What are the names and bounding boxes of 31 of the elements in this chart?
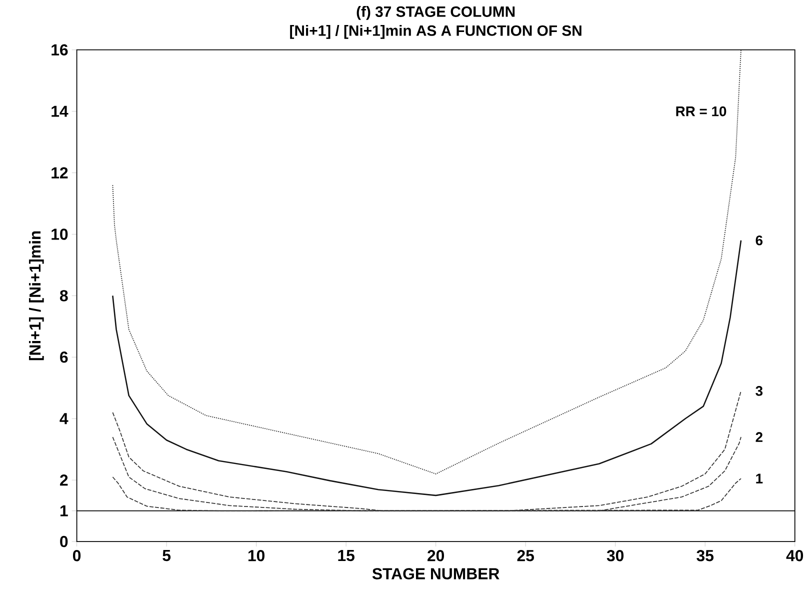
- line-series: [112, 390, 742, 512]
- series-label: 2: [756, 432, 762, 442]
- y-tick-label: 2: [60, 474, 68, 486]
- line-series: [112, 49, 742, 474]
- y-tick-label: 1: [60, 505, 68, 516]
- series-label: RR = 10: [676, 106, 726, 116]
- y-tick-label: 8: [60, 290, 68, 302]
- y-tick-label: 16: [52, 44, 68, 56]
- chart-subtitle: [Ni+1] / [Ni+1]min AS A FUNCTION OF SN: [290, 24, 582, 39]
- x-tick-label: 20: [428, 550, 444, 562]
- x-tick-label: 40: [786, 550, 804, 562]
- x-tick-label: 30: [606, 550, 624, 562]
- chart-title: (f) 37 STAGE COLUMN: [356, 6, 515, 20]
- line-series: [112, 240, 742, 496]
- y-tick-label: 6: [60, 351, 68, 363]
- y-tick-label: 12: [52, 167, 68, 178]
- x-tick-label: 0: [73, 550, 81, 562]
- x-tick-label: 5: [162, 550, 171, 561]
- y-tick-label: 14: [52, 106, 68, 117]
- x-tick-label: 35: [696, 550, 714, 562]
- series-label: 3: [756, 386, 763, 396]
- x-tick-label: 10: [248, 550, 264, 562]
- y-tick-label: 0: [60, 536, 68, 547]
- y-tick-label: 10: [52, 228, 68, 240]
- series-label: 1: [756, 474, 763, 484]
- x-tick-label: 15: [338, 550, 354, 561]
- y-tick-label: 4: [60, 412, 68, 424]
- series-label: 6: [756, 235, 763, 246]
- y-axis-title: [Ni+1] / [Ni+1]min: [28, 231, 44, 360]
- x-tick-label: 25: [517, 550, 534, 562]
- x-axis-title: STAGE NUMBER: [372, 568, 500, 580]
